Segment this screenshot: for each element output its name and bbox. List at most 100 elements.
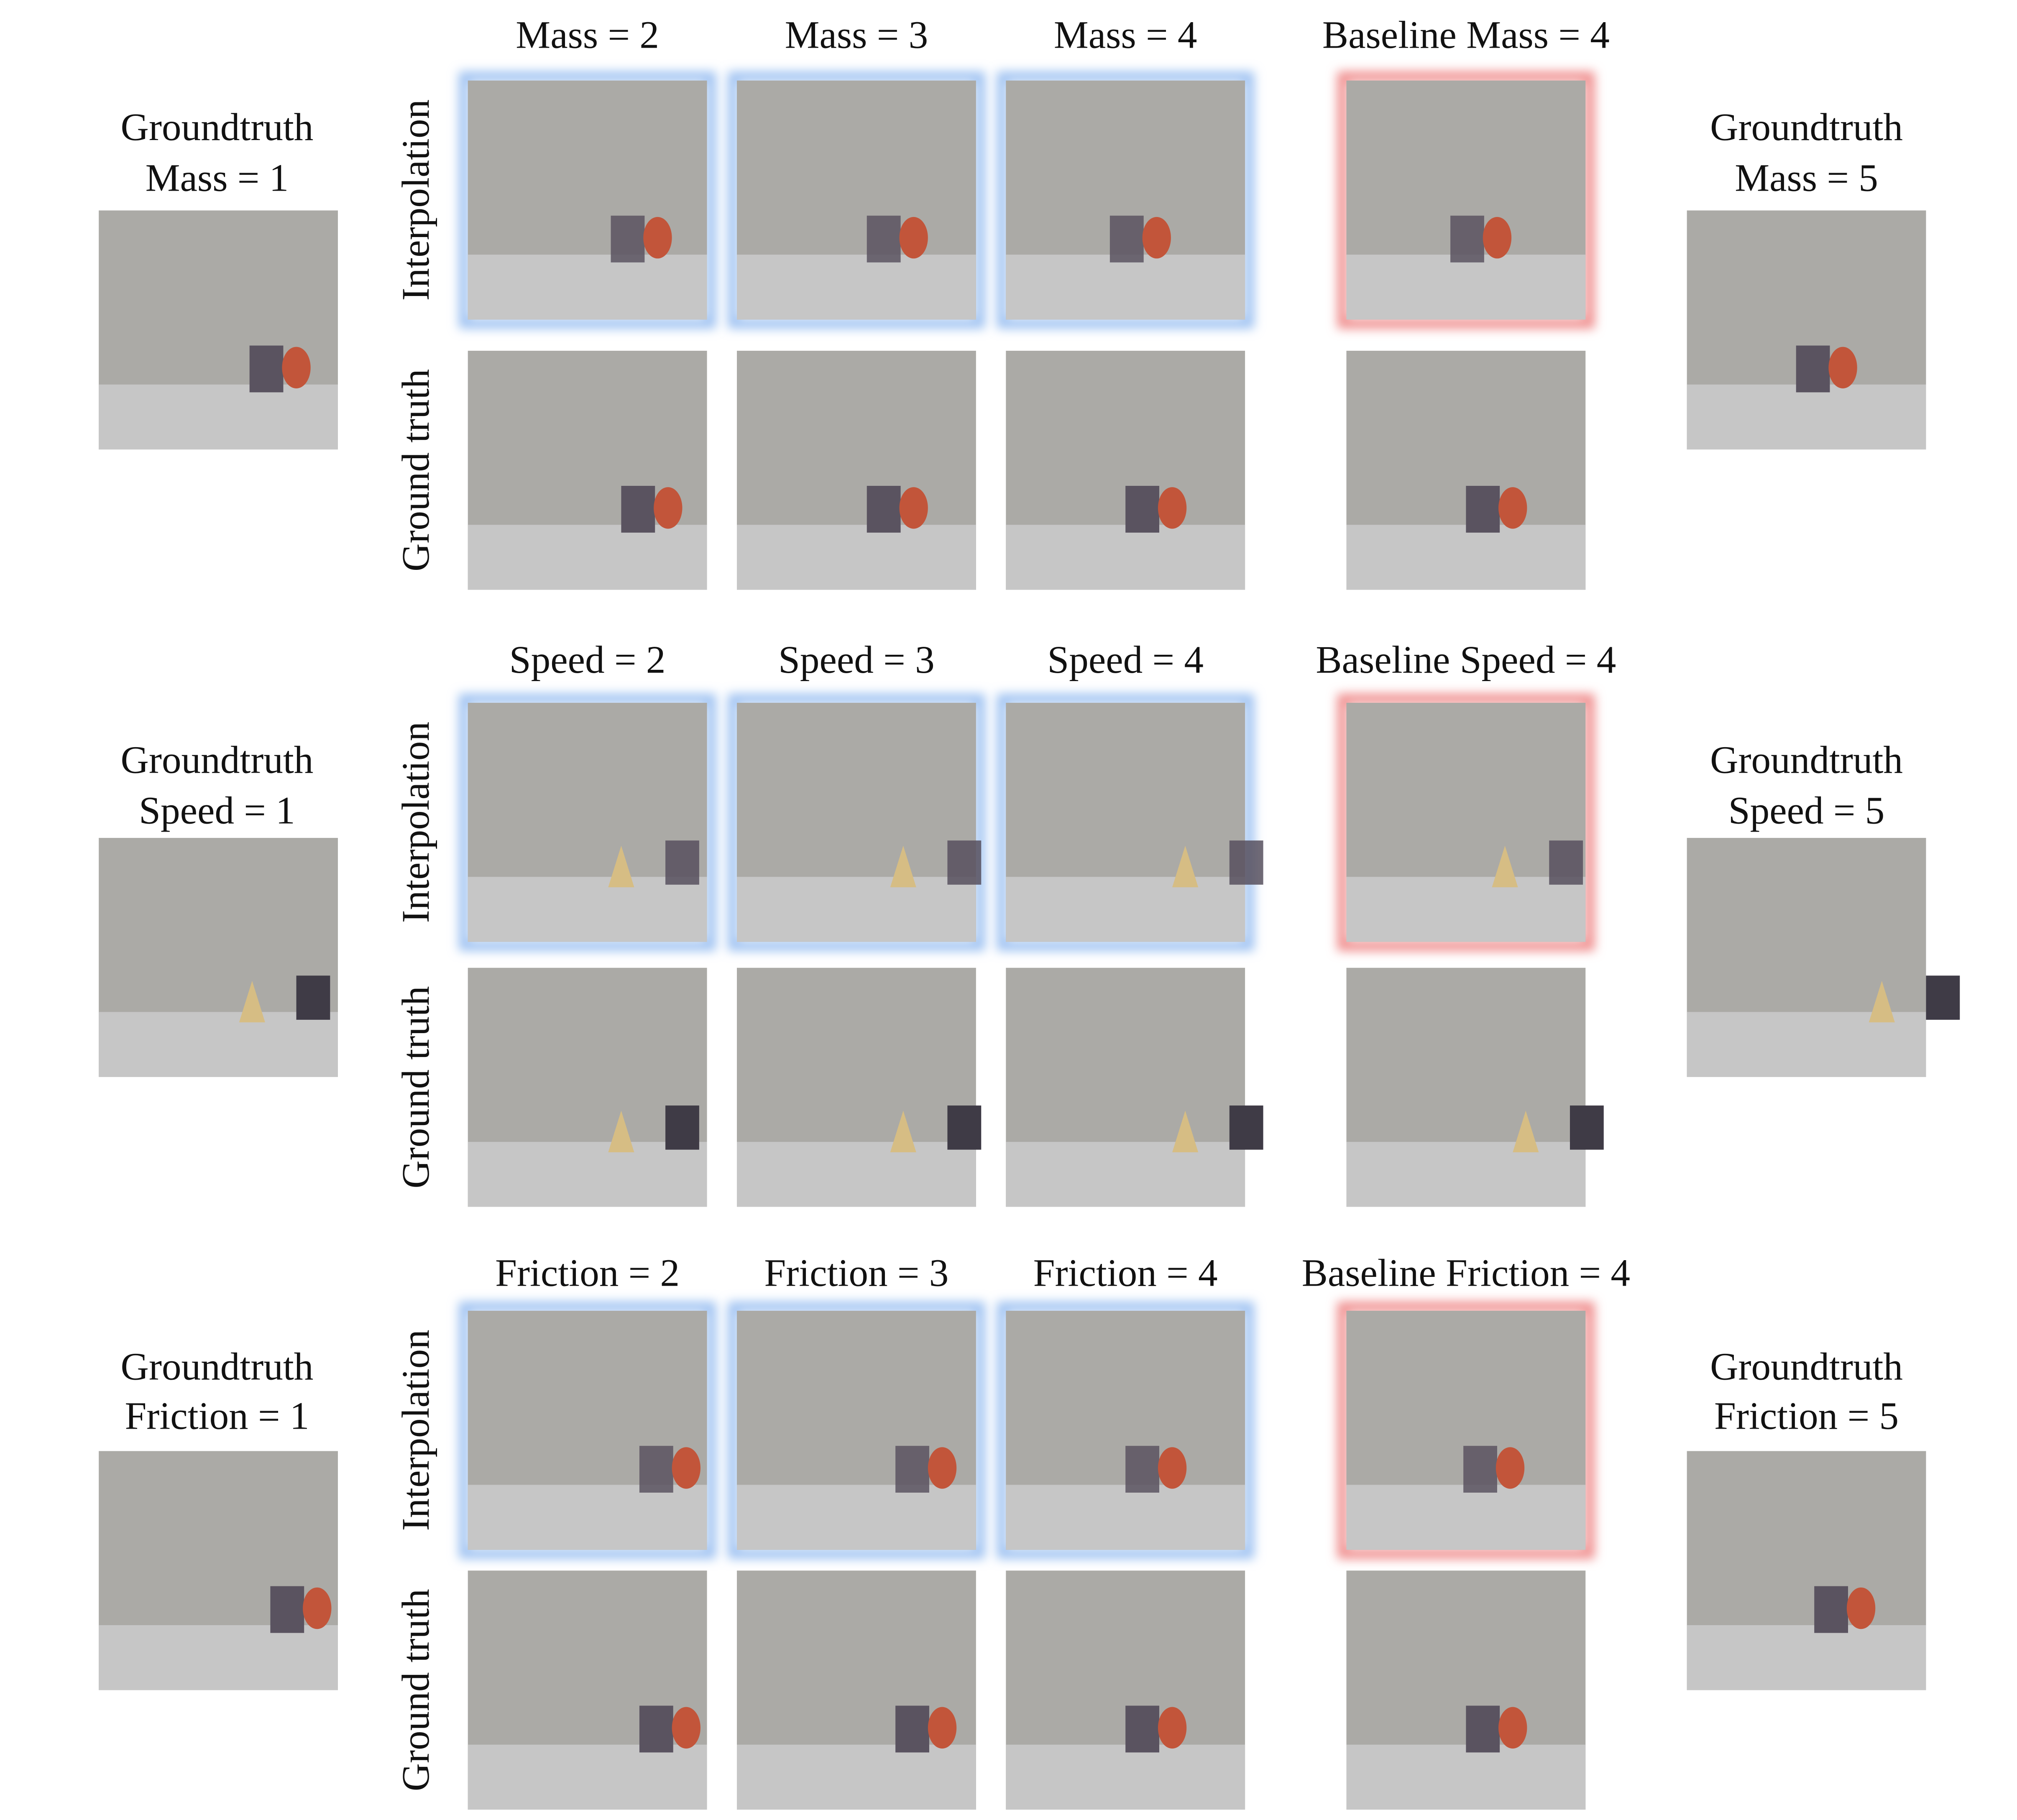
cube (1463, 1446, 1497, 1493)
row-label: Ground truth (394, 1589, 437, 1791)
floor (99, 1012, 338, 1077)
floor (1006, 1485, 1245, 1550)
column-title: Friction = 4 (1033, 1252, 1218, 1295)
sphere (303, 1587, 332, 1629)
row-label: Ground truth (394, 986, 437, 1189)
cube (270, 1586, 304, 1633)
sphere (1498, 487, 1527, 529)
scene-image (1346, 350, 1586, 590)
scene-image (468, 350, 707, 590)
cube (1926, 975, 1960, 1020)
floor (468, 525, 707, 590)
scene-image (468, 702, 707, 942)
floor (468, 1485, 707, 1550)
scene-image (1687, 1451, 1926, 1690)
floor (1687, 1625, 1926, 1690)
row-label: Interpolation (394, 1330, 437, 1531)
cube (1570, 1105, 1604, 1150)
floor (1346, 254, 1586, 320)
floor (1346, 1744, 1586, 1810)
floor (737, 1485, 976, 1550)
cube (867, 486, 901, 533)
column-title: Friction = 3 (764, 1252, 948, 1295)
scene-image (1006, 350, 1245, 590)
floor (737, 1744, 976, 1810)
cube (639, 1446, 673, 1493)
floor (1006, 1142, 1245, 1207)
cone (1172, 1110, 1199, 1152)
scene-image (737, 1311, 976, 1550)
row-label: Ground truth (394, 369, 437, 572)
column-title: Baseline Speed = 4 (1316, 638, 1616, 682)
baseline-highlight (1337, 71, 1595, 329)
sphere (899, 487, 928, 529)
floor (1006, 525, 1245, 590)
floor (1006, 877, 1245, 942)
cube (665, 1105, 699, 1150)
interpolation-highlight (458, 694, 716, 951)
side-label: Groundtruth (121, 106, 314, 149)
floor (737, 1142, 976, 1207)
scene-image (1687, 838, 1960, 1077)
scene-image (99, 210, 338, 450)
scene-image (1006, 1570, 1245, 1810)
floor (468, 254, 707, 320)
cube (947, 840, 982, 885)
cube (947, 1105, 982, 1150)
floor (1346, 525, 1586, 590)
row-label: Interpolation (394, 722, 437, 923)
sphere (672, 1707, 700, 1749)
cube (1229, 840, 1263, 885)
cube (1229, 1105, 1263, 1150)
sphere (654, 487, 683, 529)
sphere (1495, 1447, 1525, 1489)
sphere (928, 1707, 957, 1749)
sphere (282, 347, 311, 389)
scene-image (1006, 80, 1245, 320)
baseline-highlight (1337, 694, 1595, 951)
sphere (1158, 1447, 1187, 1489)
cube (1466, 1705, 1500, 1753)
cone (1869, 980, 1895, 1023)
scene-image (737, 702, 982, 942)
column-title: Speed = 3 (778, 638, 935, 682)
scene-image (1346, 80, 1586, 320)
scene-image (1346, 1570, 1586, 1810)
floor (99, 1625, 338, 1690)
side-label: Groundtruth (1710, 106, 1903, 149)
sphere (1158, 1707, 1187, 1749)
column-title: Mass = 4 (1054, 14, 1197, 57)
cube (1125, 1446, 1159, 1493)
cube (1450, 215, 1484, 263)
cube (296, 975, 330, 1020)
cone (608, 1110, 634, 1152)
scene-image (99, 838, 338, 1077)
column-title: Mass = 2 (516, 14, 659, 57)
sphere (1483, 217, 1512, 259)
side-label: Mass = 5 (1735, 156, 1878, 199)
cube (1125, 1705, 1159, 1753)
cube (895, 1446, 929, 1493)
column-title: Speed = 2 (509, 638, 666, 682)
floor (99, 384, 338, 450)
cube (665, 840, 699, 885)
scene-image (1346, 967, 1604, 1207)
row-label: Interpolation (394, 100, 437, 301)
scene-image (468, 1570, 707, 1810)
interpolation-highlight (997, 694, 1254, 951)
cube (639, 1705, 673, 1753)
floor (468, 1142, 707, 1207)
interpolation-highlight (458, 71, 716, 329)
interpolation-highlight (728, 1302, 985, 1559)
floor (1687, 384, 1926, 450)
interpolation-highlight (458, 1302, 716, 1559)
column-title: Mass = 3 (785, 14, 928, 57)
floor (1346, 877, 1586, 942)
scene-image (468, 1311, 707, 1550)
side-label: Groundtruth (121, 1345, 314, 1388)
cone (1172, 845, 1199, 888)
sphere (643, 217, 672, 259)
cone (890, 845, 916, 888)
cube (1109, 215, 1144, 263)
